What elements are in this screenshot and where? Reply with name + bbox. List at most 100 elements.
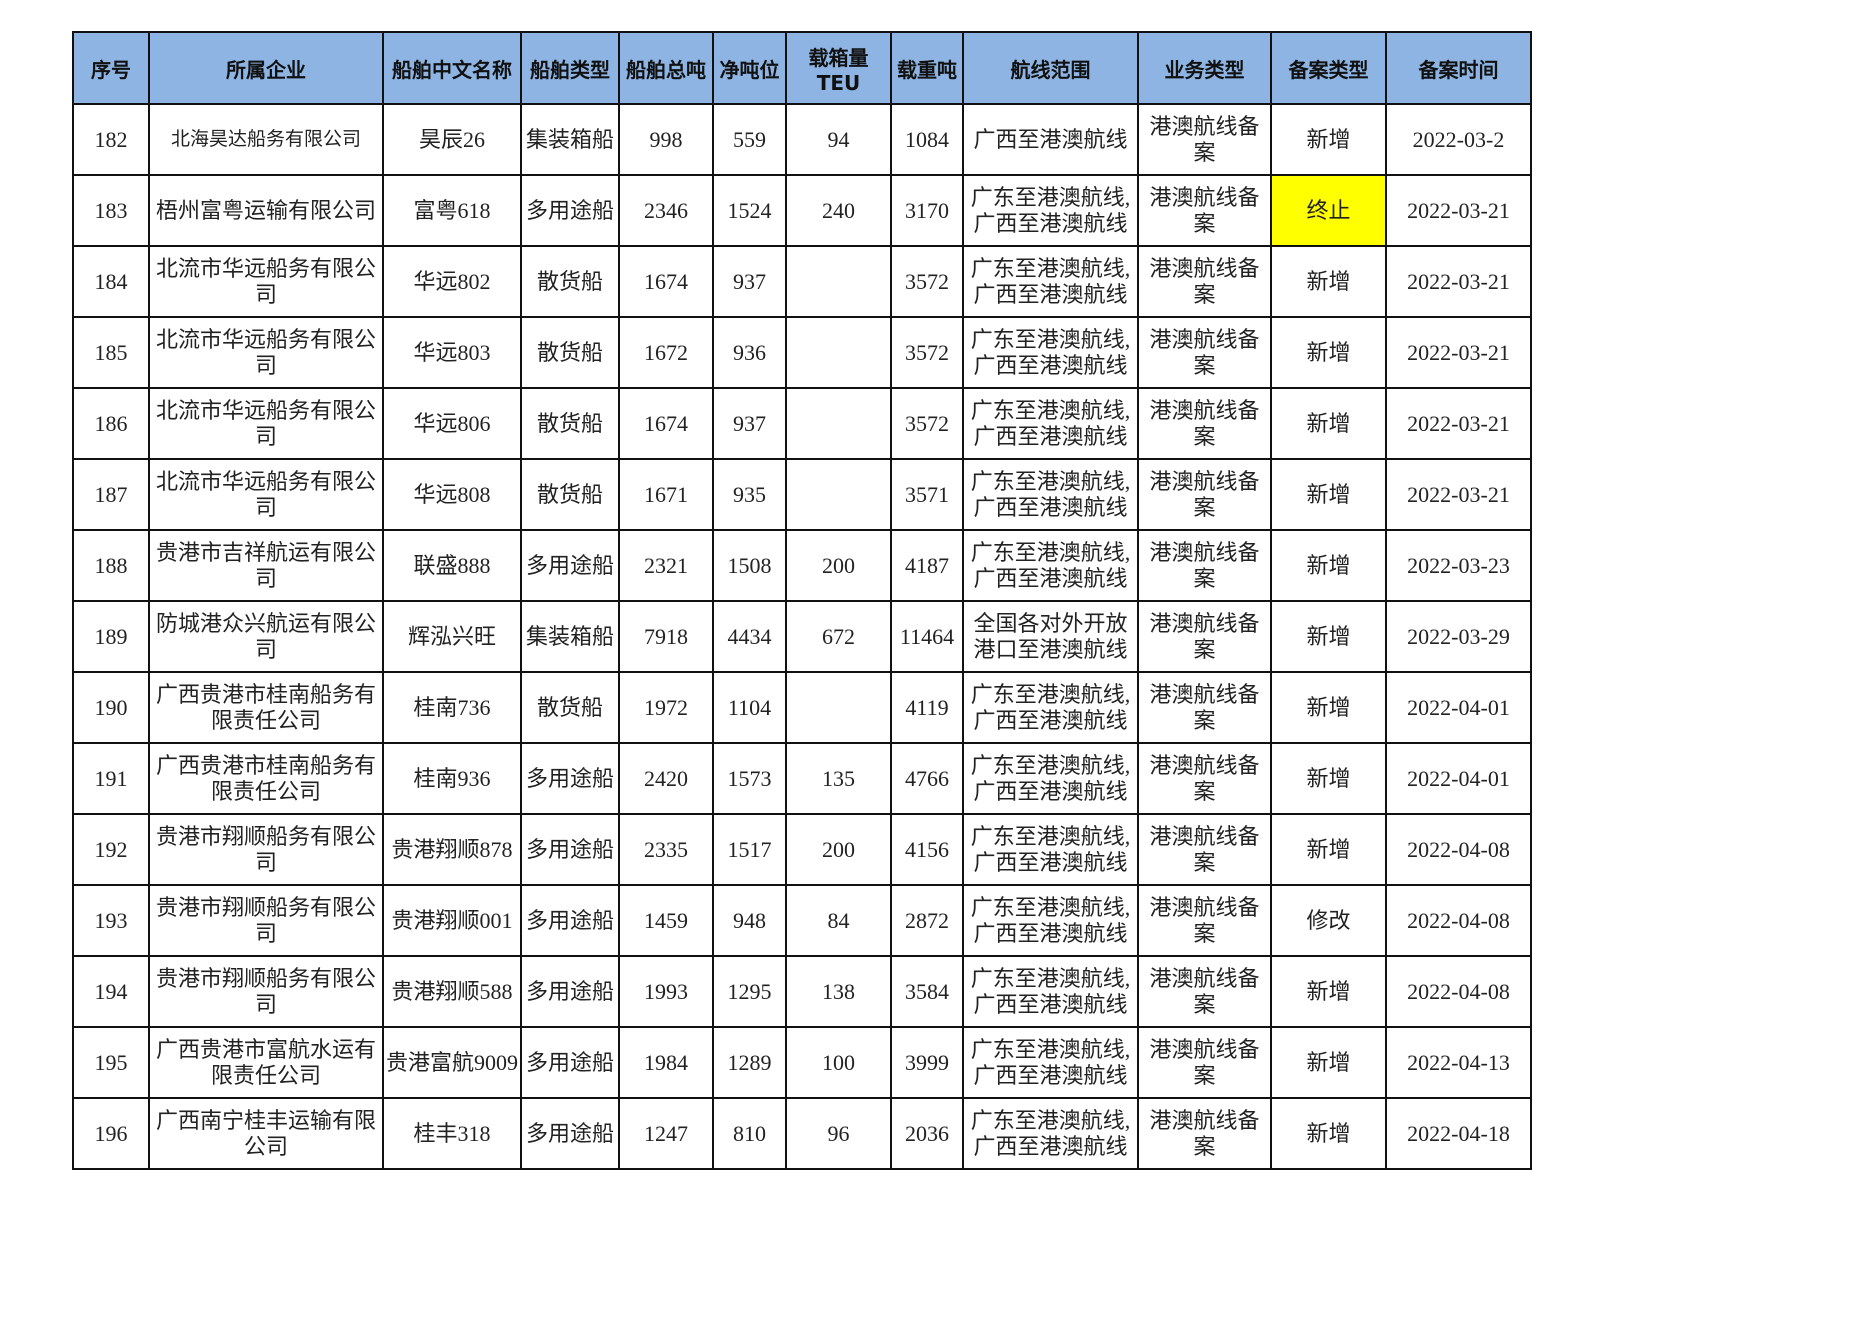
header-teu: 载箱量TEU bbox=[785, 31, 892, 105]
cell-seq: 183 bbox=[72, 174, 150, 247]
cell-route: 广东至港澳航线,广西至港澳航线 bbox=[962, 884, 1139, 957]
cell-company: 北流市华远船务有限公司 bbox=[148, 458, 384, 531]
cell-ship-name: 华远808 bbox=[382, 458, 522, 531]
cell-company: 广西贵港市桂南船务有限责任公司 bbox=[148, 742, 384, 815]
cell-seq: 192 bbox=[72, 813, 150, 886]
cell-business-type: 港澳航线备案 bbox=[1137, 245, 1272, 318]
cell-company: 贵港市翔顺船务有限公司 bbox=[148, 884, 384, 957]
cell-filing-date: 2022-04-01 bbox=[1385, 671, 1532, 744]
cell-ship-type: 多用途船 bbox=[520, 813, 620, 886]
header-ship-type: 船舶类型 bbox=[520, 31, 620, 105]
cell-filing-type: 新增 bbox=[1270, 671, 1387, 744]
cell-deadweight: 11464 bbox=[890, 600, 964, 673]
cell-ship-type: 多用途船 bbox=[520, 174, 620, 247]
cell-company: 广西南宁桂丰运输有限公司 bbox=[148, 1097, 384, 1170]
cell-filing-type: 新增 bbox=[1270, 1026, 1387, 1099]
cell-ship-name: 贵港翔顺588 bbox=[382, 955, 522, 1028]
cell-filing-date: 2022-03-21 bbox=[1385, 174, 1532, 247]
cell-seq: 195 bbox=[72, 1026, 150, 1099]
ship-filing-table: 序号 所属企业 船舶中文名称 船舶类型 船舶总吨 净吨位 载箱量TEU 载重吨 航线范围 业务类型… bbox=[72, 31, 1532, 1170]
cell-net-tonnage: 1104 bbox=[712, 671, 787, 744]
cell-gross-tonnage: 1993 bbox=[618, 955, 714, 1028]
cell-deadweight: 3999 bbox=[890, 1026, 964, 1099]
cell-filing-date: 2022-03-23 bbox=[1385, 529, 1532, 602]
cell-business-type: 港澳航线备案 bbox=[1137, 955, 1272, 1028]
cell-route: 广东至港澳航线,广西至港澳航线 bbox=[962, 813, 1139, 886]
cell-filing-date: 2022-03-21 bbox=[1385, 316, 1532, 389]
cell-route: 广东至港澳航线,广西至港澳航线 bbox=[962, 671, 1139, 744]
cell-teu: 135 bbox=[785, 742, 892, 815]
cell-filing-date: 2022-03-21 bbox=[1385, 458, 1532, 531]
cell-filing-date: 2022-03-2 bbox=[1385, 103, 1532, 176]
cell-net-tonnage: 937 bbox=[712, 245, 787, 318]
cell-filing-date: 2022-03-21 bbox=[1385, 387, 1532, 460]
cell-deadweight: 3571 bbox=[890, 458, 964, 531]
cell-seq: 186 bbox=[72, 387, 150, 460]
cell-route: 广东至港澳航线,广西至港澳航线 bbox=[962, 955, 1139, 1028]
cell-filing-type: 新增 bbox=[1270, 813, 1387, 886]
cell-ship-name: 贵港翔顺878 bbox=[382, 813, 522, 886]
cell-gross-tonnage: 1671 bbox=[618, 458, 714, 531]
cell-teu bbox=[785, 387, 892, 460]
table-row: 194 贵港市翔顺船务有限公司 贵港翔顺588 多用途船 1993 1295 138 3584… bbox=[72, 955, 1532, 1028]
cell-net-tonnage: 810 bbox=[712, 1097, 787, 1170]
cell-filing-date: 2022-04-08 bbox=[1385, 955, 1532, 1028]
cell-net-tonnage: 1517 bbox=[712, 813, 787, 886]
cell-teu bbox=[785, 245, 892, 318]
cell-ship-name: 富粤618 bbox=[382, 174, 522, 247]
cell-seq: 189 bbox=[72, 600, 150, 673]
cell-company: 北流市华远船务有限公司 bbox=[148, 387, 384, 460]
cell-teu: 672 bbox=[785, 600, 892, 673]
cell-teu: 138 bbox=[785, 955, 892, 1028]
cell-ship-name: 桂南936 bbox=[382, 742, 522, 815]
cell-ship-name: 贵港翔顺001 bbox=[382, 884, 522, 957]
cell-business-type: 港澳航线备案 bbox=[1137, 316, 1272, 389]
cell-route: 广东至港澳航线,广西至港澳航线 bbox=[962, 529, 1139, 602]
table-row: 189 防城港众兴航运有限公司 辉泓兴旺 集装箱船 7918 4434 672 11464 全国… bbox=[72, 600, 1532, 673]
cell-filing-type: 新增 bbox=[1270, 458, 1387, 531]
cell-gross-tonnage: 998 bbox=[618, 103, 714, 176]
cell-company: 贵港市吉祥航运有限公司 bbox=[148, 529, 384, 602]
cell-filing-type: 修改 bbox=[1270, 884, 1387, 957]
table-row: 190 广西贵港市桂南船务有限责任公司 桂南736 散货船 1972 1104 4119 广东… bbox=[72, 671, 1532, 744]
table-row: 184 北流市华远船务有限公司 华远802 散货船 1674 937 3572 广东至港澳航线… bbox=[72, 245, 1532, 318]
cell-business-type: 港澳航线备案 bbox=[1137, 1097, 1272, 1170]
cell-company: 北流市华远船务有限公司 bbox=[148, 316, 384, 389]
header-ship-name: 船舶中文名称 bbox=[382, 31, 522, 105]
cell-teu: 96 bbox=[785, 1097, 892, 1170]
cell-seq: 196 bbox=[72, 1097, 150, 1170]
table-row: 186 北流市华远船务有限公司 华远806 散货船 1674 937 3572 广东至港澳航线… bbox=[72, 387, 1532, 460]
cell-gross-tonnage: 1674 bbox=[618, 387, 714, 460]
cell-ship-name: 华远803 bbox=[382, 316, 522, 389]
cell-net-tonnage: 935 bbox=[712, 458, 787, 531]
cell-teu: 200 bbox=[785, 529, 892, 602]
cell-net-tonnage: 1508 bbox=[712, 529, 787, 602]
cell-filing-type: 新增 bbox=[1270, 600, 1387, 673]
cell-ship-type: 多用途船 bbox=[520, 529, 620, 602]
cell-filing-type: 新增 bbox=[1270, 529, 1387, 602]
cell-ship-name: 桂南736 bbox=[382, 671, 522, 744]
cell-filing-type: 新增 bbox=[1270, 103, 1387, 176]
cell-filing-date: 2022-04-13 bbox=[1385, 1026, 1532, 1099]
cell-net-tonnage: 948 bbox=[712, 884, 787, 957]
cell-seq: 185 bbox=[72, 316, 150, 389]
cell-net-tonnage: 1524 bbox=[712, 174, 787, 247]
cell-business-type: 港澳航线备案 bbox=[1137, 600, 1272, 673]
cell-deadweight: 3170 bbox=[890, 174, 964, 247]
cell-deadweight: 4766 bbox=[890, 742, 964, 815]
cell-business-type: 港澳航线备案 bbox=[1137, 103, 1272, 176]
cell-company: 广西贵港市桂南船务有限责任公司 bbox=[148, 671, 384, 744]
cell-route: 广东至港澳航线,广西至港澳航线 bbox=[962, 742, 1139, 815]
cell-ship-type: 多用途船 bbox=[520, 1097, 620, 1170]
cell-business-type: 港澳航线备案 bbox=[1137, 1026, 1272, 1099]
cell-teu: 94 bbox=[785, 103, 892, 176]
cell-seq: 194 bbox=[72, 955, 150, 1028]
header-business-type: 业务类型 bbox=[1137, 31, 1272, 105]
cell-gross-tonnage: 1459 bbox=[618, 884, 714, 957]
cell-filing-type: 新增 bbox=[1270, 316, 1387, 389]
cell-ship-type: 散货船 bbox=[520, 245, 620, 318]
table-row: 187 北流市华远船务有限公司 华远808 散货船 1671 935 3571 广东至港澳航线… bbox=[72, 458, 1532, 531]
table-row: 193 贵港市翔顺船务有限公司 贵港翔顺001 多用途船 1459 948 84 2872 广东… bbox=[72, 884, 1532, 957]
cell-ship-type: 散货船 bbox=[520, 316, 620, 389]
cell-filing-date: 2022-04-08 bbox=[1385, 813, 1532, 886]
